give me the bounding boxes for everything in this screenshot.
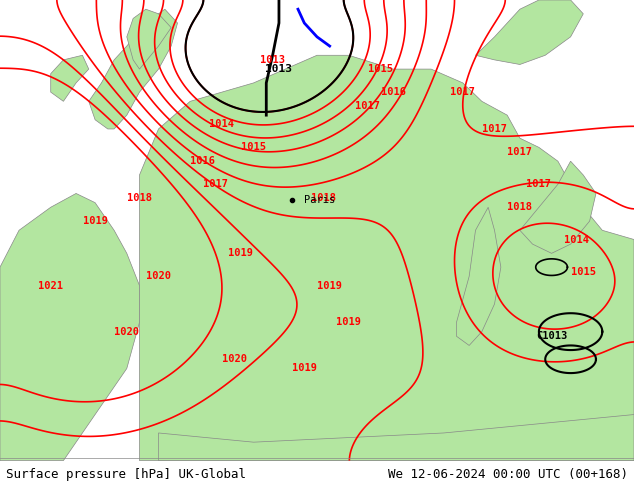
Polygon shape xyxy=(89,9,178,129)
Polygon shape xyxy=(476,0,583,65)
Text: We 12-06-2024 00:00 UTC (00+168): We 12-06-2024 00:00 UTC (00+168) xyxy=(387,467,628,481)
Text: Surface pressure [hPa] UK-Global: Surface pressure [hPa] UK-Global xyxy=(6,467,247,481)
Text: 1015: 1015 xyxy=(571,267,596,277)
Text: 1018: 1018 xyxy=(127,193,152,203)
Text: 1017: 1017 xyxy=(355,101,380,111)
Text: 1020: 1020 xyxy=(146,271,171,281)
Text: 1020: 1020 xyxy=(222,354,247,364)
Polygon shape xyxy=(51,55,89,101)
Text: 1013: 1013 xyxy=(260,55,285,65)
Text: 1019: 1019 xyxy=(228,248,254,258)
Polygon shape xyxy=(158,415,634,461)
Polygon shape xyxy=(0,194,139,461)
Text: 1017: 1017 xyxy=(450,87,476,97)
Text: 1014: 1014 xyxy=(564,235,590,245)
Text: 1015: 1015 xyxy=(241,143,266,152)
Polygon shape xyxy=(456,207,501,345)
Text: 1014: 1014 xyxy=(209,120,235,129)
Polygon shape xyxy=(520,161,596,253)
Text: 1013: 1013 xyxy=(266,64,292,74)
Text: 1016: 1016 xyxy=(190,156,216,166)
Polygon shape xyxy=(139,55,634,461)
Text: 1021: 1021 xyxy=(38,281,63,291)
Text: 1018: 1018 xyxy=(311,193,336,203)
Text: 1017: 1017 xyxy=(526,179,552,189)
Text: 1018: 1018 xyxy=(507,202,533,212)
Text: 1017: 1017 xyxy=(203,179,228,189)
Polygon shape xyxy=(127,9,171,69)
Text: 1019: 1019 xyxy=(82,216,108,226)
Text: 1017: 1017 xyxy=(482,124,507,134)
Text: Paris: Paris xyxy=(304,196,335,205)
Text: 1019: 1019 xyxy=(317,281,342,291)
Text: 1016: 1016 xyxy=(380,87,406,97)
Text: 1020: 1020 xyxy=(114,327,139,337)
Text: 1019: 1019 xyxy=(292,364,317,373)
Text: C1013: C1013 xyxy=(536,331,567,341)
Text: 1015: 1015 xyxy=(368,64,393,74)
Text: 1017: 1017 xyxy=(507,147,533,157)
Text: 1019: 1019 xyxy=(336,318,361,327)
